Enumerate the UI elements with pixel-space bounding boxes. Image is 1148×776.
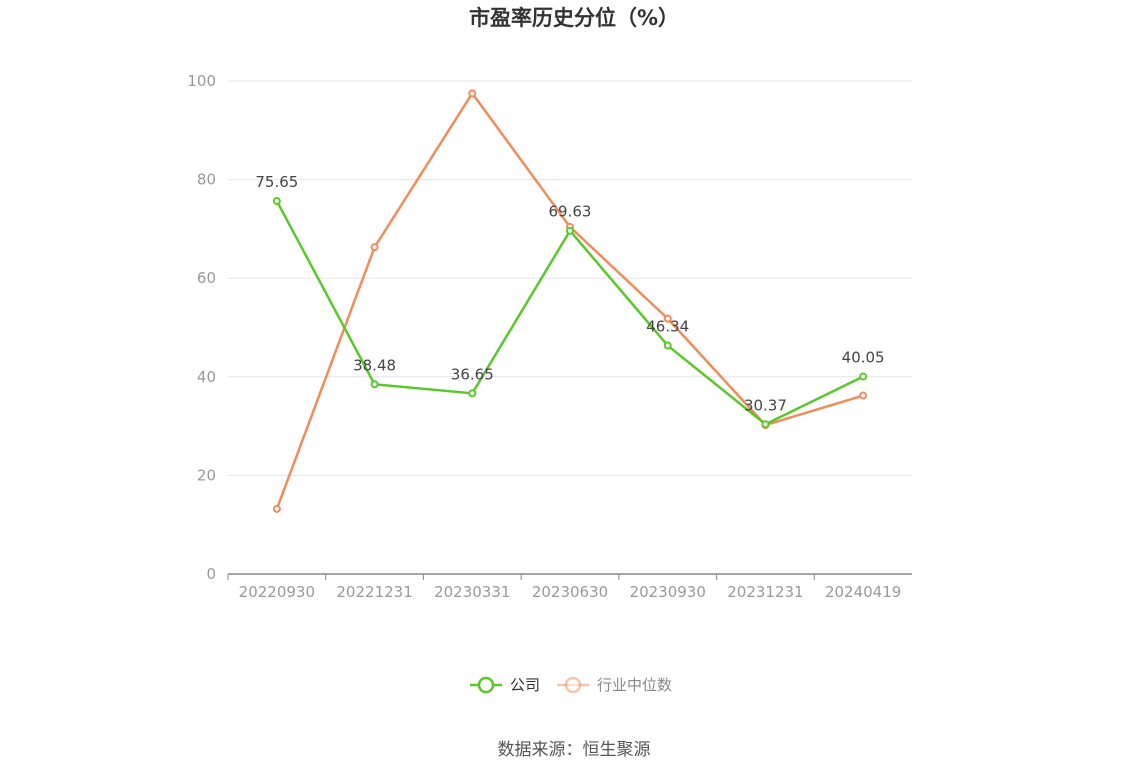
legend-swatch-marker: [477, 676, 495, 694]
x-axis: 20220930 20221231 20230331 20230630 20230930…: [227, 573, 912, 601]
legend-item[interactable]: 公司: [470, 676, 540, 694]
chart-title: 市盈率历史分位（%）: [469, 6, 679, 30]
y-tick-label: 80: [197, 171, 216, 189]
data-labels: 75.65 38.48 36.65 69.63 46.34 30.37 40.05: [255, 173, 884, 414]
data-point: [859, 372, 868, 381]
y-tick-label: 60: [197, 269, 216, 287]
x-tick-label: 20230630: [532, 583, 608, 601]
data-point: [566, 226, 574, 235]
data-point: [663, 314, 672, 323]
data-label: 46.34: [646, 318, 689, 336]
data-label: 40.05: [842, 349, 885, 367]
data-point: [370, 380, 379, 389]
series-line: [275, 92, 864, 510]
data-point: [859, 391, 868, 400]
data-point: [272, 504, 281, 513]
data-point: [468, 389, 477, 398]
legend-label: 行业中位数: [597, 676, 672, 694]
data-label: 36.65: [451, 365, 494, 383]
data-label: 38.48: [353, 356, 396, 374]
legend[interactable]: 公司 行业中位数: [470, 676, 672, 694]
source-note: 数据来源：恒生聚源: [498, 740, 651, 760]
data-point: [761, 420, 770, 429]
x-tick-label: 20230930: [630, 583, 706, 601]
y-tick-label: 0: [206, 565, 216, 583]
y-tick-label: 40: [197, 368, 216, 386]
data-label: 75.65: [255, 173, 298, 191]
data-point: [468, 89, 477, 98]
legend-item[interactable]: 行业中位数: [557, 676, 672, 694]
data-point: [272, 197, 281, 206]
x-tick-label: 20231231: [727, 583, 803, 601]
y-tick-label: 20: [197, 466, 216, 484]
legend-swatch-marker: [564, 676, 582, 694]
legend-label: 公司: [510, 676, 540, 694]
x-tick-label: 20221231: [336, 583, 412, 601]
x-tick-label: 20240419: [825, 583, 901, 601]
y-tick-label: 100: [187, 72, 216, 90]
x-tick-label: 20220930: [239, 583, 315, 601]
data-label: 30.37: [744, 396, 787, 414]
y-axis: 0 20 40 60 80 100: [187, 72, 216, 583]
data-label: 69.63: [549, 203, 592, 221]
grid: [228, 80, 912, 476]
x-tick-label: 20230331: [434, 583, 510, 601]
series-group: [272, 89, 868, 513]
data-point: [370, 243, 379, 252]
data-point: [663, 341, 672, 350]
